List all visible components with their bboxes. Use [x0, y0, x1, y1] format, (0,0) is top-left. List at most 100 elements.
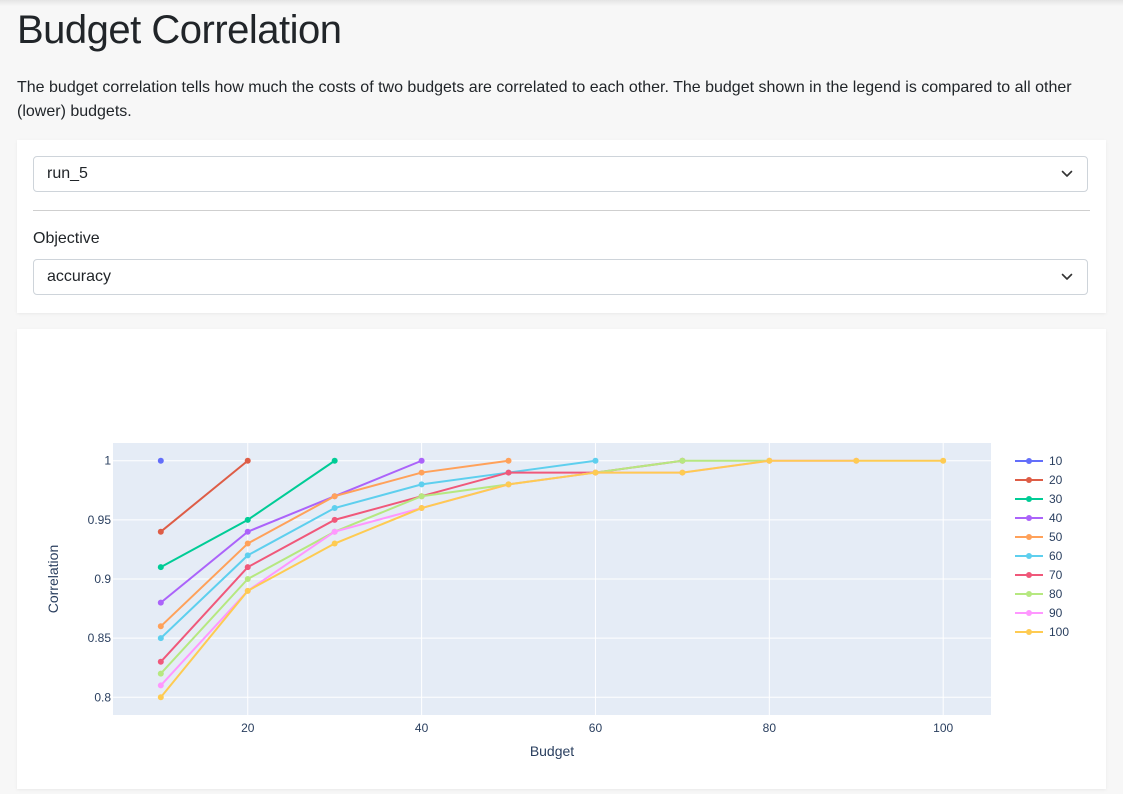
data-point	[766, 457, 773, 464]
data-point	[679, 457, 686, 464]
plot-card: 20 40 60 80 100 0.8 0.85 0.9 0.95 1 Budget Correl…	[17, 329, 1106, 789]
data-point	[331, 516, 338, 523]
legend-marker	[1026, 496, 1032, 502]
page-title: Budget Correlation	[17, 8, 342, 52]
legend-label: 80	[1049, 587, 1063, 601]
data-point	[157, 599, 164, 606]
series-60	[157, 457, 599, 642]
legend-marker	[1026, 572, 1032, 578]
series-30	[157, 457, 338, 571]
y-tick-label: 0.9	[94, 572, 111, 586]
divider	[33, 210, 1090, 211]
legend-marker	[1026, 458, 1032, 464]
data-point	[331, 457, 338, 464]
legend-marker	[1026, 629, 1032, 635]
data-point	[331, 493, 338, 500]
controls-card: run_5 Objective accuracy	[17, 140, 1106, 313]
objective-label: Objective	[33, 230, 100, 247]
chevron-down-icon	[1061, 273, 1073, 280]
x-tick-label: 100	[933, 721, 953, 735]
legend-label: 100	[1049, 625, 1069, 639]
data-point	[853, 457, 860, 464]
legend-marker	[1026, 534, 1032, 540]
series-line	[160, 459, 249, 533]
data-point	[157, 457, 164, 464]
data-point	[244, 564, 251, 571]
data-point	[418, 493, 425, 500]
data-point	[505, 481, 512, 488]
series-20	[157, 457, 251, 535]
y-tick-label: 0.95	[88, 513, 112, 527]
legend-item-90[interactable]: 90	[1015, 606, 1063, 620]
data-point	[244, 552, 251, 559]
run-select-value: run_5	[47, 165, 88, 182]
legend-label: 60	[1049, 549, 1063, 563]
x-tick-label: 20	[241, 721, 255, 735]
series-line	[160, 459, 422, 604]
data-point	[418, 469, 425, 476]
correlation-chart: 20 40 60 80 100 0.8 0.85 0.9 0.95 1 Budget Correl…	[45, 443, 1069, 759]
series-line	[160, 459, 596, 639]
legend[interactable]: 10 20 30 40 50 60 70 80 90 100	[1015, 454, 1069, 639]
legend-marker	[1026, 553, 1032, 559]
objective-select[interactable]: accuracy	[33, 259, 1088, 295]
top-shadow	[0, 0, 1123, 6]
axis-ticks: 20 40 60 80 100 0.8 0.85 0.9 0.95 1	[88, 454, 954, 735]
x-axis-label: Budget	[530, 743, 574, 759]
data-point	[157, 528, 164, 535]
data-point	[679, 469, 686, 476]
x-tick-label: 60	[589, 721, 603, 735]
legend-item-100[interactable]: 100	[1015, 625, 1069, 639]
series-10	[157, 457, 164, 464]
data-point	[244, 528, 251, 535]
data-point	[418, 505, 425, 512]
data-point	[244, 516, 251, 523]
legend-item-70[interactable]: 70	[1015, 568, 1063, 582]
data-point	[592, 469, 599, 476]
page-description: The budget correlation tells how much th…	[17, 79, 1072, 120]
data-point	[157, 635, 164, 642]
data-point	[331, 505, 338, 512]
legend-label: 10	[1049, 454, 1063, 468]
legend-item-50[interactable]: 50	[1015, 530, 1063, 544]
data-point	[244, 457, 251, 464]
y-tick-label: 1	[104, 454, 111, 468]
legend-item-10[interactable]: 10	[1015, 454, 1063, 468]
y-tick-label: 0.8	[94, 690, 111, 704]
data-point	[592, 457, 599, 464]
series-group	[157, 457, 947, 701]
legend-marker	[1026, 591, 1032, 597]
series-line	[160, 459, 770, 675]
legend-item-60[interactable]: 60	[1015, 549, 1063, 563]
legend-label: 90	[1049, 606, 1063, 620]
data-point	[157, 658, 164, 665]
x-tick-label: 40	[415, 721, 429, 735]
data-point	[157, 564, 164, 571]
chevron-down-icon	[1061, 170, 1073, 177]
legend-label: 30	[1049, 492, 1063, 506]
legend-label: 50	[1049, 530, 1063, 544]
data-point	[244, 540, 251, 547]
legend-item-40[interactable]: 40	[1015, 511, 1063, 525]
data-point	[331, 540, 338, 547]
legend-label: 70	[1049, 568, 1063, 582]
legend-item-80[interactable]: 80	[1015, 587, 1063, 601]
x-tick-label: 80	[763, 721, 777, 735]
y-axis-label: Correlation	[45, 545, 61, 613]
legend-item-30[interactable]: 30	[1015, 492, 1063, 506]
data-point	[157, 623, 164, 630]
series-line	[160, 459, 944, 698]
data-point	[331, 528, 338, 535]
legend-item-20[interactable]: 20	[1015, 473, 1063, 487]
legend-marker	[1026, 515, 1032, 521]
data-point	[505, 457, 512, 464]
data-point	[418, 457, 425, 464]
legend-label: 40	[1049, 511, 1063, 525]
data-point	[244, 576, 251, 582]
data-point	[157, 682, 164, 689]
data-point	[157, 670, 164, 677]
series-50	[157, 457, 512, 630]
series-100	[157, 457, 947, 701]
data-point	[505, 469, 512, 476]
run-select[interactable]: run_5	[33, 156, 1088, 192]
